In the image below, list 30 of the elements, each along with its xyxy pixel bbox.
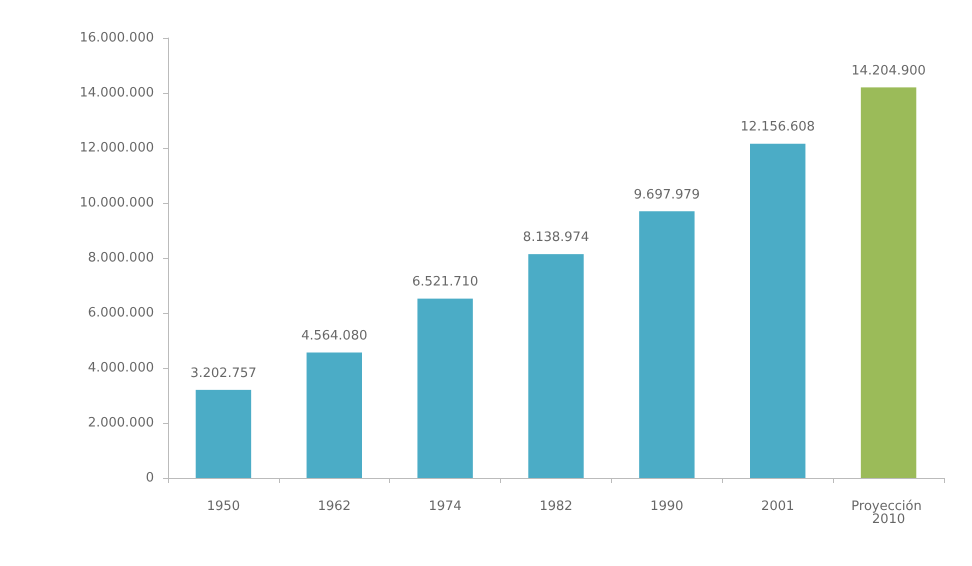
x-tick-label: 1950 — [206, 499, 240, 514]
bar — [860, 87, 916, 478]
bar — [750, 144, 806, 478]
bar — [306, 352, 362, 478]
y-tick-label: 6.000.000 — [88, 306, 154, 320]
data-label: 14.204.900 — [851, 63, 926, 78]
x-tick-label: 1990 — [650, 499, 684, 514]
data-label: 4.564.080 — [301, 328, 368, 344]
y-tick-label: 10.000.000 — [80, 196, 154, 210]
data-label: 3.202.757 — [190, 366, 257, 381]
y-tick-label: 16.000.000 — [80, 30, 154, 46]
bar — [639, 211, 695, 478]
y-tick-label: 4.000.000 — [88, 360, 154, 376]
bar — [528, 254, 584, 478]
data-label: 12.156.608 — [740, 120, 815, 135]
x-tick-label: Proyección 2010 — [851, 499, 926, 527]
data-label: 6.521.710 — [412, 274, 478, 290]
bar — [196, 390, 252, 478]
y-tick-label: 2.000.000 — [88, 416, 154, 430]
data-label: 8.138.974 — [522, 230, 590, 246]
y-tick-label: 14.000.000 — [80, 86, 154, 100]
x-tick-label: 2001 — [761, 499, 794, 514]
y-tick-label: 8.000.000 — [88, 250, 154, 266]
x-tick-label: 1962 — [318, 499, 351, 514]
bar — [417, 298, 473, 478]
y-tick-label: 0 — [146, 470, 154, 486]
y-tick-label: 12.000.000 — [80, 140, 154, 156]
data-label: 9.697.979 — [634, 187, 700, 202]
x-tick-label: 1982 — [539, 499, 573, 514]
x-tick-label: 1974 — [428, 499, 462, 514]
